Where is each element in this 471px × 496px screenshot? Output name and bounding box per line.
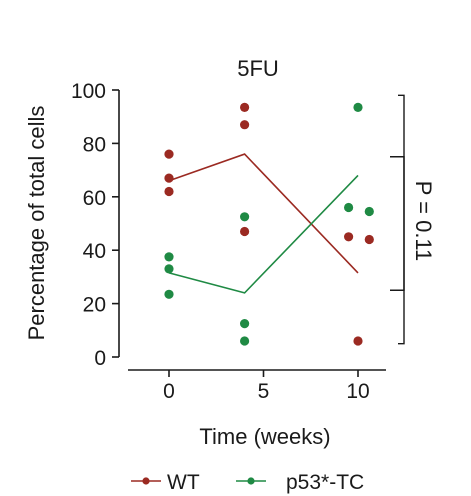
y-tick-label: 60: [83, 187, 106, 210]
legend-label: p53*-TC: [286, 471, 364, 494]
x-tick-label: 10: [346, 380, 369, 403]
y-tick-label: 40: [83, 240, 106, 263]
bracket-wt: [390, 156, 405, 291]
y-tick-label: 0: [94, 347, 106, 370]
axes: 0 20 40 60 80 100 0 5 10: [71, 80, 386, 403]
data-point-wt: [164, 173, 174, 183]
data-point-wt: [353, 336, 363, 346]
significance-annotation: P = 0.11: [390, 94, 436, 345]
y-tick-label: 80: [83, 133, 106, 156]
data-point-p53-tc: [344, 202, 354, 213]
legend-marker: [247, 477, 255, 485]
mean-lines: [168, 153, 359, 294]
data-point-p53-tc: [240, 319, 250, 329]
x-tick-label: 0: [163, 380, 175, 403]
chart-title: 5FU: [237, 56, 279, 81]
mean-line-p53-tc: [168, 174, 359, 294]
data-point-wt: [344, 232, 354, 242]
data-point-wt: [240, 120, 250, 130]
data-point-wt: [240, 102, 250, 112]
data-point-wt: [164, 149, 174, 159]
data-point-p53-tc: [240, 212, 250, 222]
data-point-wt: [240, 226, 250, 237]
data-points: [164, 102, 374, 346]
y-tick-label: 100: [71, 80, 106, 103]
x-tick-label: 5: [258, 380, 270, 403]
data-point-wt: [164, 186, 174, 197]
legend-label: WT: [167, 471, 200, 494]
legend: WT p53*-TC: [131, 471, 364, 494]
x-axis-label: Time (weeks): [199, 424, 330, 449]
y-tick-label: 20: [83, 294, 106, 317]
data-point-p53-tc: [164, 252, 174, 262]
y-axis-label: Percentage of total cells: [24, 106, 49, 341]
legend-item-p53-tc: p53*-TC: [236, 471, 364, 494]
data-point-p53-tc: [164, 264, 174, 274]
data-point-p53-tc: [164, 289, 174, 299]
data-point-p53-tc: [364, 206, 374, 217]
data-point-wt: [364, 234, 374, 245]
bracket-p53-tc: [398, 94, 405, 345]
legend-marker: [142, 477, 150, 485]
data-point-p53-tc: [353, 102, 363, 112]
mean-line-wt: [168, 153, 359, 274]
p-value-label: P = 0.11: [411, 181, 436, 262]
legend-item-wt: WT: [131, 471, 200, 494]
data-point-p53-tc: [240, 336, 250, 346]
